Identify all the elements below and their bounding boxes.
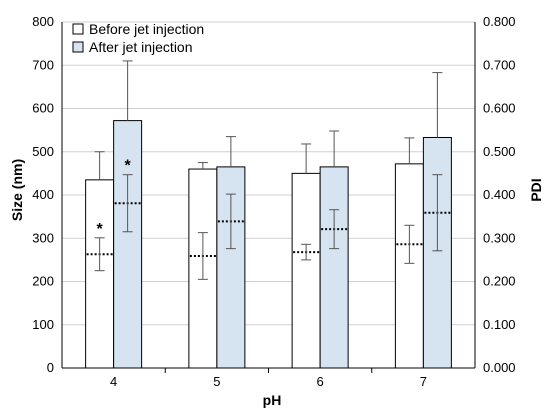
y2-tick-label: 0.500 [483,144,516,159]
tick-labels: 0 100 200 300 400 500 600 700 800 0.000 0.100 0.200… [32,14,515,389]
annotations: ** [97,158,132,238]
bar [422,136,452,369]
bar [394,163,424,369]
x-tick-label: 6 [317,374,324,389]
y2-tick-label: 0.100 [483,317,516,332]
x-tick-label: 7 [420,374,427,389]
x-tick-label: 4 [110,374,117,389]
y2-tick-label: 0.700 [483,57,516,72]
y2-axis-title: PDI [528,178,544,201]
bar [85,179,115,369]
bars [85,120,452,369]
y2-tick-label: 0.200 [483,274,516,289]
legend-label-after: After jet injection [89,39,193,55]
y-tick-label: 500 [32,144,54,159]
y2-tick-label: 0.300 [483,230,516,245]
y-tick-label: 0 [47,360,54,375]
y-tick-label: 600 [32,101,54,116]
legend-swatch-after [72,41,84,53]
x-tick-label: 5 [213,374,220,389]
y2-tick-label: 0.800 [483,14,516,29]
y2-tick-label: 0.400 [483,187,516,202]
y2-tick-label: 0.000 [483,360,516,375]
y-tick-label: 300 [32,230,54,245]
significance-marker: * [125,158,132,175]
pdi-markers [86,174,451,280]
x-axis-title: pH [263,392,282,408]
legend: Before jet injection After jet injection [72,21,204,55]
bar [319,166,349,369]
y-tick-label: 800 [32,14,54,29]
y-tick-label: 400 [32,187,54,202]
error-bars [94,60,443,180]
y-tick-label: 100 [32,317,54,332]
bar [291,172,321,369]
y-tick-label: 200 [32,274,54,289]
significance-marker: * [97,221,104,238]
y2-tick-label: 0.600 [483,101,516,116]
axes [61,22,476,373]
y-tick-label: 700 [32,57,54,72]
legend-label-before: Before jet injection [89,21,204,37]
legend-swatch-before [72,23,84,35]
y-axis-title: Size (nm) [9,159,25,221]
